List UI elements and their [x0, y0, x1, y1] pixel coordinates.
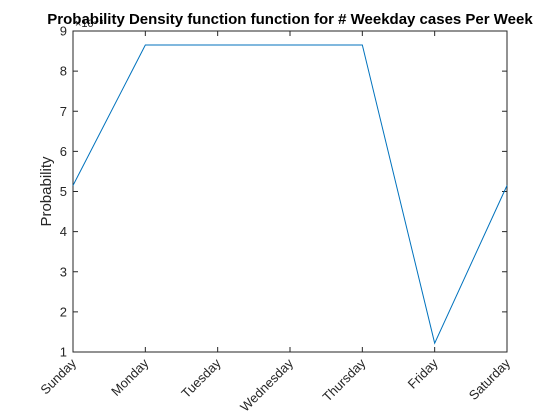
y-tick-label: 8 [60, 64, 67, 79]
y-tick-label: 3 [60, 264, 67, 279]
y-tick-label: 9 [60, 24, 67, 39]
y-tick-label: 4 [60, 224, 67, 239]
y-axis-exponent: ×10⁻³ [75, 18, 103, 30]
plot-area [72, 30, 508, 353]
y-tick-label: 7 [60, 104, 67, 119]
y-axis-label: Probability [38, 156, 55, 227]
y-axis-ticks: 1 2 3 4 5 6 7 8 9 [60, 24, 507, 360]
y-tick-label: 2 [60, 304, 67, 319]
y-tick-label: 5 [60, 184, 67, 199]
y-tick-label: 6 [60, 144, 67, 159]
series-line [72, 44, 508, 345]
chart-title: Probability Density function function fo… [47, 11, 533, 28]
y-tick-label: 1 [60, 345, 67, 360]
